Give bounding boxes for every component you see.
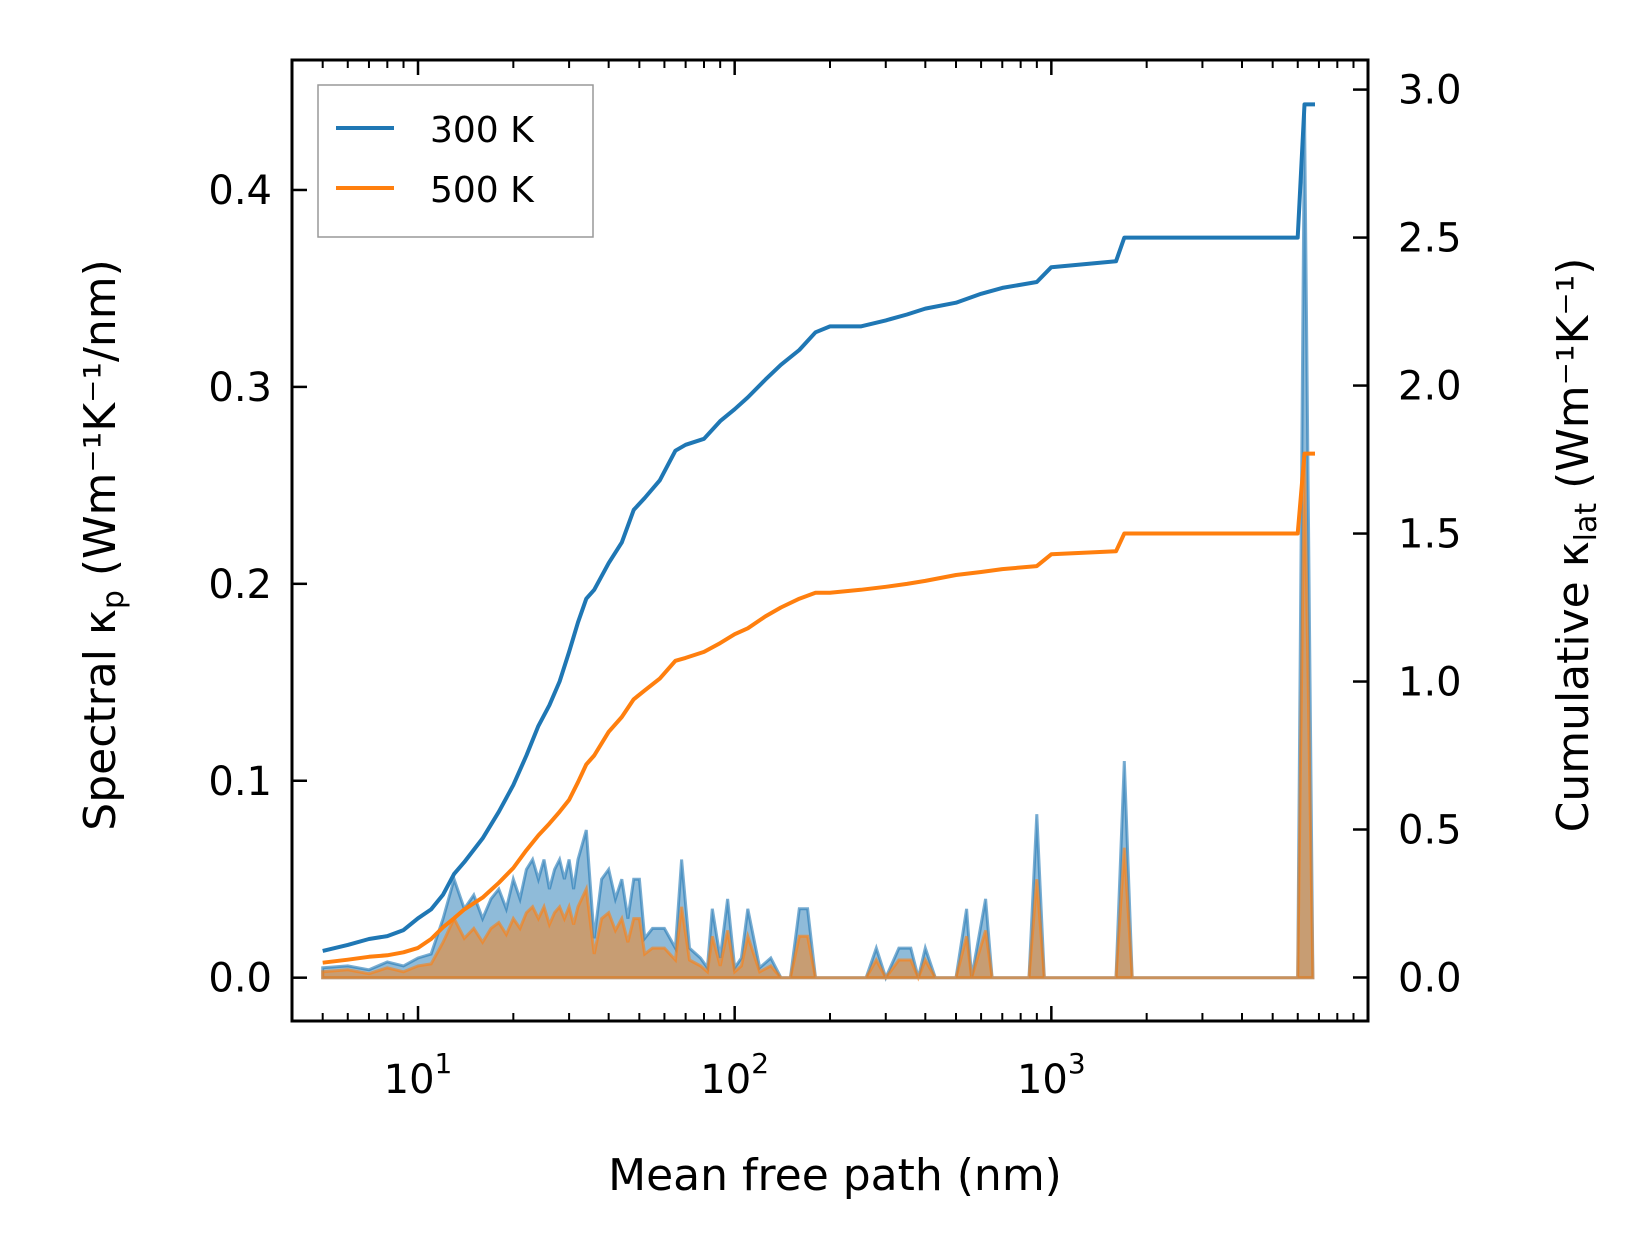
spectral-area-300k [321,111,1315,982]
legend-box [317,84,594,238]
cumulative-line-group [322,102,1315,965]
left-y-tick-label: 0.0 [208,956,272,1002]
legend-label-300k: 300 K [430,110,535,151]
left-y-tick-label: 0.2 [208,562,272,608]
plot-frame [290,58,1370,1023]
right-y-tick-label: 1.5 [1398,512,1462,558]
left-y-tick-label: 0.3 [208,365,272,411]
x-tick-exponent: 2 [751,1047,769,1080]
right-y-label-unit: (Wm⁻¹K⁻¹) [1548,258,1599,489]
x-tick-label: 102 [700,1047,769,1103]
right-y-tick-label: 2.5 [1398,216,1462,262]
legend: 300 K 500 K [317,84,594,238]
legend-label-500k: 500 K [430,170,535,211]
right-y-label-spacer [1548,489,1599,503]
right-y-tick-label: 0.5 [1398,808,1462,854]
right-y-tick-label: 2.0 [1398,364,1462,410]
tick-group: 101 102 1030.00.10.20.30.40.00.51.01.52.02… [208,60,1462,1103]
spectral-fill-group [321,111,1315,982]
left-y-tick-label: 0.1 [208,759,272,805]
cumulative-line-500k [322,451,1315,965]
left-y-label-unit: (Wm⁻¹K⁻¹/nm) [75,259,126,576]
right-y-label-base: Cumulative κ [1548,541,1599,832]
x-tick-mantissa: 10 [384,1057,435,1103]
left-y-label-base: Spectral κ [75,609,126,831]
x-tick-label: 103 [1017,1047,1086,1103]
x-tick-mantissa: 10 [1017,1057,1068,1103]
spectral-area-500k [321,455,1315,982]
left-y-label-sub: p [96,590,131,609]
left-y-tick-label: 0.4 [208,168,272,214]
x-tick-label: 101 [384,1047,453,1103]
cumulative-line-300k [322,102,1315,953]
x-tick-mantissa: 10 [700,1057,751,1103]
right-y-tick-label: 0.0 [1398,955,1462,1001]
x-tick-exponent: 1 [435,1047,453,1080]
right-y-tick-label: 3.0 [1398,68,1462,114]
right-y-label-sub: lat [1569,503,1604,542]
x-axis-label: Mean free path (nm) [608,1150,1062,1201]
left-y-label-spacer [75,576,126,590]
right-y-tick-label: 1.0 [1398,660,1462,706]
right-y-axis-label: Cumulative κlat (Wm⁻¹K⁻¹) [1548,258,1604,833]
x-tick-exponent: 3 [1068,1047,1086,1080]
left-y-axis-label: Spectral κp (Wm⁻¹K⁻¹/nm) [75,259,131,830]
